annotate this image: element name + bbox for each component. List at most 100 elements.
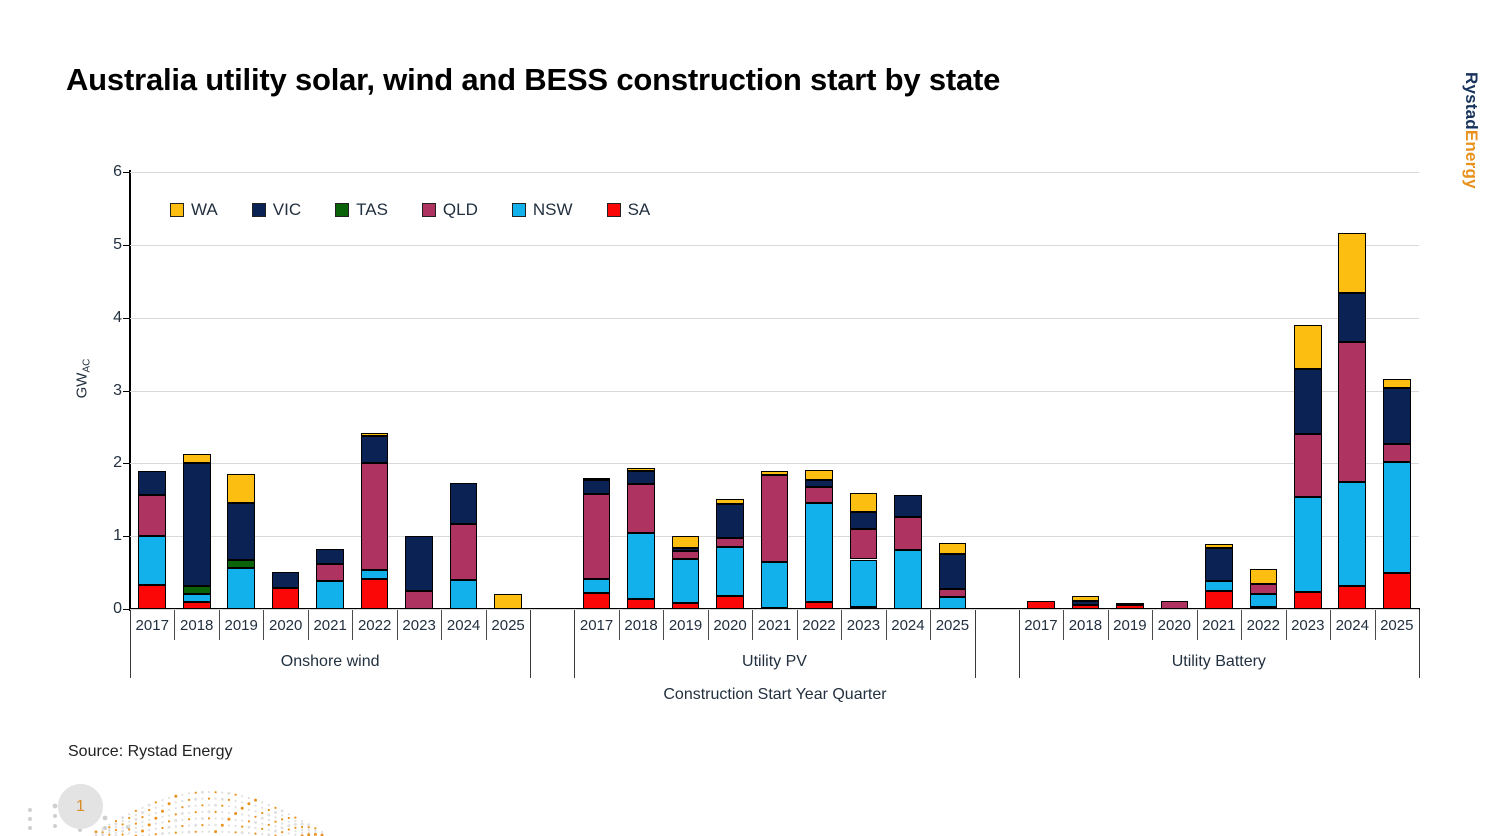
bar-segment-vic[interactable] — [582, 480, 611, 494]
stacked-bar[interactable] — [138, 172, 167, 609]
stacked-bar[interactable] — [582, 172, 611, 609]
bar-segment-qld[interactable] — [360, 463, 389, 570]
stacked-bar[interactable] — [1160, 172, 1189, 609]
bar-segment-qld[interactable] — [405, 590, 433, 609]
bar-segment-sa[interactable] — [716, 595, 744, 609]
bar-segment-nsw[interactable] — [1205, 581, 1233, 591]
legend-item-sa[interactable]: SA — [606, 200, 650, 220]
bar-segment-qld[interactable] — [627, 484, 655, 533]
stacked-bar[interactable] — [760, 172, 789, 609]
bar-segment-qld[interactable] — [138, 494, 167, 537]
bar-segment-qld[interactable] — [760, 475, 789, 562]
bar-segment-nsw[interactable] — [316, 581, 344, 609]
bar-segment-wa[interactable] — [671, 536, 700, 548]
stacked-bar[interactable] — [938, 172, 967, 609]
bar-segment-sa[interactable] — [1382, 572, 1411, 609]
legend-item-nsw[interactable]: NSW — [511, 200, 573, 220]
bar-segment-tas[interactable] — [227, 560, 255, 569]
bar-segment-wa[interactable] — [227, 473, 255, 504]
bar-segment-vic[interactable] — [360, 436, 389, 464]
bar-segment-vic[interactable] — [138, 470, 167, 495]
bar-segment-wa[interactable] — [1294, 324, 1322, 369]
stacked-bar[interactable] — [1338, 172, 1367, 609]
bar-segment-vic[interactable] — [1071, 601, 1100, 606]
bar-segment-wa[interactable] — [1116, 602, 1144, 606]
bar-segment-nsw[interactable] — [938, 596, 967, 609]
bar-segment-qld[interactable] — [1160, 601, 1189, 609]
stacked-bar[interactable] — [805, 172, 833, 609]
bar-segment-nsw[interactable] — [1338, 482, 1367, 587]
bar-segment-wa[interactable] — [494, 594, 522, 609]
bar-segment-sa[interactable] — [1338, 586, 1367, 609]
bar-segment-vic[interactable] — [716, 504, 744, 539]
bar-segment-vic[interactable] — [1294, 368, 1322, 435]
bar-segment-wa[interactable] — [582, 477, 611, 481]
bar-segment-vic[interactable] — [271, 571, 300, 588]
bar-segment-vic[interactable] — [627, 470, 655, 485]
stacked-bar[interactable] — [671, 172, 700, 609]
stacked-bar[interactable] — [1294, 172, 1322, 609]
bar-segment-qld[interactable] — [938, 588, 967, 597]
bar-segment-vic[interactable] — [449, 483, 478, 524]
bar-segment-qld[interactable] — [671, 550, 700, 559]
bar-segment-vic[interactable] — [316, 548, 344, 564]
bar-segment-nsw[interactable] — [1382, 461, 1411, 573]
legend-item-tas[interactable]: TAS — [335, 200, 388, 220]
bar-segment-sa[interactable] — [360, 579, 389, 609]
bar-segment-nsw[interactable] — [582, 579, 611, 593]
bar-segment-wa[interactable] — [938, 543, 967, 555]
bar-segment-wa[interactable] — [627, 468, 655, 471]
bar-segment-sa[interactable] — [138, 584, 167, 609]
bar-segment-vic[interactable] — [894, 495, 922, 518]
bar-segment-wa[interactable] — [1205, 544, 1233, 548]
bar-segment-qld[interactable] — [1249, 584, 1278, 594]
bar-segment-vic[interactable] — [227, 503, 255, 561]
bar-segment-vic[interactable] — [938, 554, 967, 589]
bar-segment-sa[interactable] — [582, 592, 611, 609]
bar-segment-nsw[interactable] — [671, 558, 700, 604]
bar-segment-vic[interactable] — [849, 512, 878, 529]
bar-segment-nsw[interactable] — [894, 550, 922, 609]
bar-segment-sa[interactable] — [1116, 605, 1144, 609]
bar-segment-wa[interactable] — [182, 453, 211, 464]
stacked-bar[interactable] — [1027, 172, 1055, 609]
bar-segment-qld[interactable] — [849, 528, 878, 560]
bar-segment-qld[interactable] — [1382, 443, 1411, 462]
bar-segment-nsw[interactable] — [1294, 496, 1322, 592]
bar-segment-qld[interactable] — [449, 523, 478, 580]
stacked-bar[interactable] — [1205, 172, 1233, 609]
bar-segment-wa[interactable] — [1249, 568, 1278, 585]
stacked-bar[interactable] — [894, 172, 922, 609]
stacked-bar[interactable] — [316, 172, 344, 609]
bar-segment-nsw[interactable] — [849, 559, 878, 607]
bar-segment-vic[interactable] — [405, 536, 433, 591]
bar-segment-wa[interactable] — [1071, 595, 1100, 601]
bar-segment-qld[interactable] — [316, 563, 344, 582]
bar-segment-sa[interactable] — [1071, 605, 1100, 609]
stacked-bar[interactable] — [1071, 172, 1100, 609]
bar-segment-tas[interactable] — [182, 585, 211, 594]
stacked-bar[interactable] — [849, 172, 878, 609]
legend-item-vic[interactable]: VIC — [251, 200, 301, 220]
bar-segment-nsw[interactable] — [805, 503, 833, 603]
bar-segment-nsw[interactable] — [360, 569, 389, 580]
bar-segment-sa[interactable] — [271, 587, 300, 609]
bar-segment-sa[interactable] — [671, 603, 700, 609]
bar-segment-nsw[interactable] — [627, 532, 655, 599]
bar-segment-qld[interactable] — [1294, 434, 1322, 497]
bar-segment-nsw[interactable] — [449, 579, 478, 609]
bar-segment-sa[interactable] — [182, 601, 211, 609]
legend-item-qld[interactable]: QLD — [421, 200, 478, 220]
bar-segment-sa[interactable] — [805, 602, 833, 609]
bar-segment-vic[interactable] — [1338, 292, 1367, 342]
bar-segment-nsw[interactable] — [716, 547, 744, 596]
bar-segment-sa[interactable] — [1249, 606, 1278, 609]
stacked-bar[interactable] — [271, 172, 300, 609]
legend-item-wa[interactable]: WA — [170, 200, 218, 220]
bar-segment-vic[interactable] — [1382, 387, 1411, 444]
bar-segment-wa[interactable] — [1382, 378, 1411, 388]
stacked-bar[interactable] — [449, 172, 478, 609]
bar-segment-nsw[interactable] — [182, 593, 211, 602]
bar-segment-nsw[interactable] — [760, 561, 789, 608]
stacked-bar[interactable] — [494, 172, 522, 609]
